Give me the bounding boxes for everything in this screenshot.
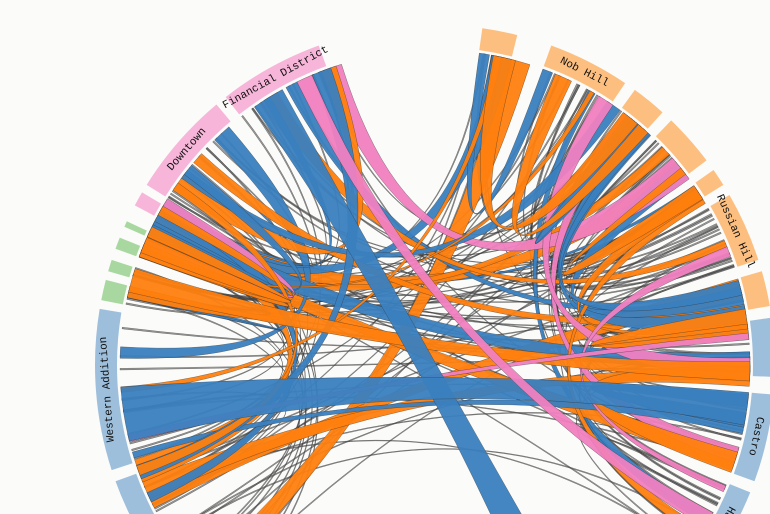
- group-arc: [101, 279, 128, 305]
- group-arc: [710, 195, 759, 267]
- ribbon: [132, 399, 745, 459]
- group-arc: [124, 221, 147, 236]
- ribbons: [119, 52, 751, 514]
- ribbon: [208, 448, 682, 514]
- ribbon: [140, 226, 291, 304]
- group-arc: [543, 45, 626, 102]
- ribbon: [128, 268, 751, 382]
- group-arc: [95, 308, 133, 471]
- group-arc: [695, 169, 724, 197]
- ribbon: [136, 67, 359, 480]
- group-arc: [479, 28, 518, 57]
- group-arc: [715, 484, 751, 514]
- ribbon: [120, 377, 749, 442]
- ribbon: [296, 74, 714, 514]
- group-arc: [115, 237, 141, 257]
- ribbon: [254, 89, 522, 514]
- group-arc: [134, 192, 162, 216]
- group-arc: [621, 89, 663, 129]
- ribbon: [171, 189, 318, 514]
- ribbon: [580, 246, 731, 492]
- group-arc: [733, 392, 770, 482]
- ribbon: [511, 73, 649, 236]
- group-arc: [225, 45, 327, 115]
- group-arc: [655, 120, 707, 174]
- group-arc: [749, 317, 770, 377]
- ribbon: [562, 167, 703, 275]
- ribbon: [542, 95, 751, 380]
- group-arc: [108, 259, 133, 278]
- group-arc: [740, 271, 770, 310]
- ribbon: [322, 64, 690, 252]
- group-arc: [115, 473, 155, 514]
- group-arc: [146, 104, 231, 197]
